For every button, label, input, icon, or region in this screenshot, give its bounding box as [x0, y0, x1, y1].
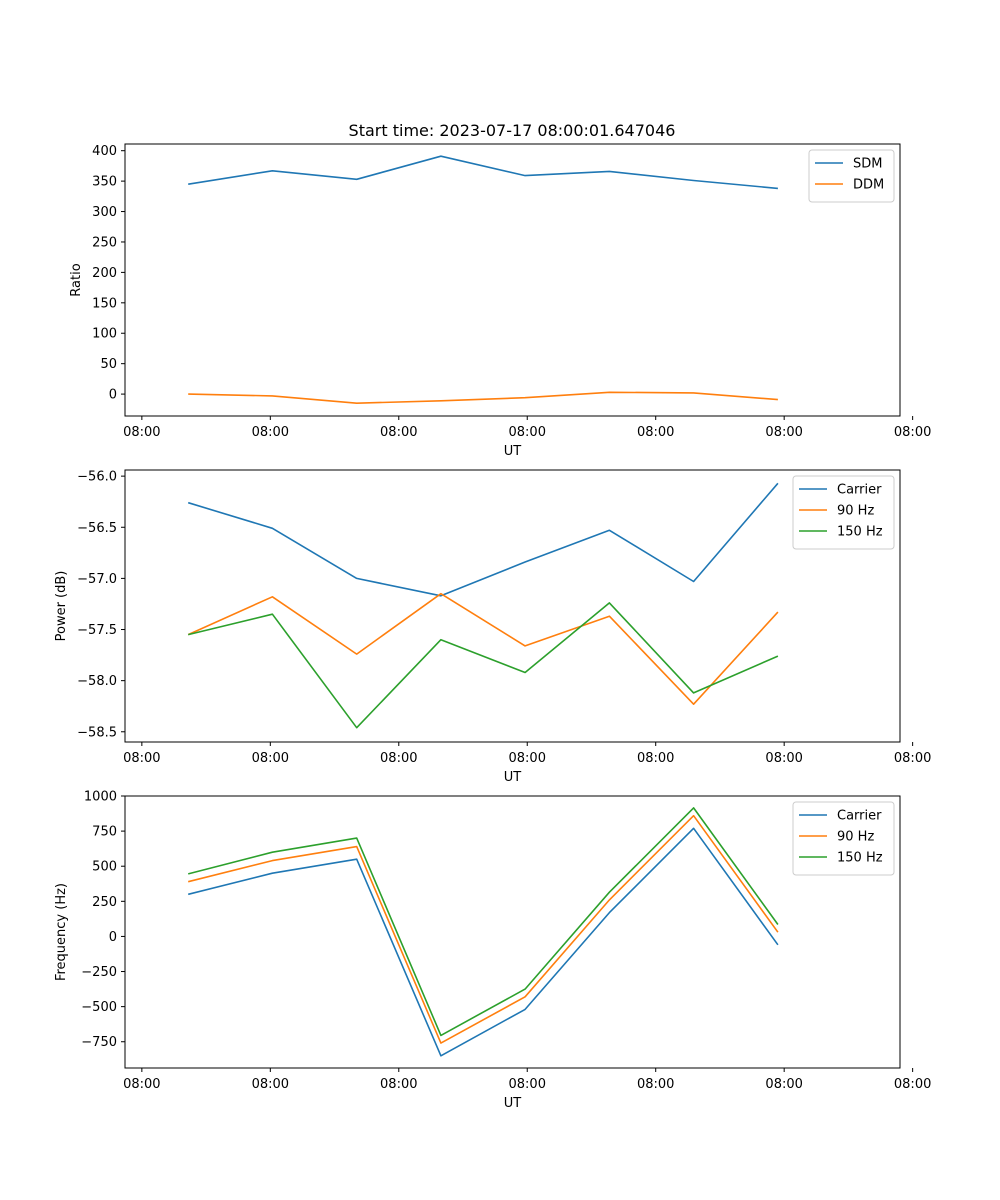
y-tick-label: −750: [81, 1035, 117, 1050]
figure-title: Start time: 2023-07-17 08:00:01.647046: [349, 121, 676, 140]
series-line-90-hz: [187, 592, 779, 706]
y-tick-label: −58.5: [77, 725, 117, 740]
x-tick-label: 08:00: [123, 425, 160, 440]
x-axis-label: UT: [504, 770, 522, 785]
y-axis-label: Power (dB): [54, 571, 69, 642]
y-tick-label: 250: [92, 235, 117, 250]
x-tick-label: 08:00: [637, 425, 674, 440]
chart-panel-power: 08:00 08:00 08:00 08:00 08:00 08:00 08:00 −58.5…: [54, 469, 931, 785]
y-tick-label: −500: [81, 1000, 117, 1015]
legend-label-sdm: SDM: [853, 157, 882, 172]
y-tick-label: 50: [100, 357, 117, 372]
y-tick-label: 1000: [84, 790, 117, 805]
x-tick-label: 08:00: [765, 425, 802, 440]
x-tick-label: 08:00: [252, 1077, 289, 1092]
y-tick-label: −58.0: [77, 674, 117, 689]
legend-label-150-hz: 150 Hz: [837, 851, 883, 866]
y-tick-label: −250: [81, 965, 117, 980]
x-tick-label: 08:00: [637, 1077, 674, 1092]
x-tick-label: 08:00: [894, 425, 931, 440]
x-tick-label: 08:00: [252, 751, 289, 766]
y-tick-label: 400: [92, 144, 117, 159]
legend-label-carrier: Carrier: [837, 483, 882, 498]
y-axis-label: Ratio: [69, 263, 84, 296]
x-axis-label: UT: [504, 444, 522, 459]
series-line-sdm: [188, 155, 778, 190]
y-tick-label: −57.5: [77, 623, 117, 638]
chart-panel-frequency: 08:00 08:00 08:00 08:00 08:00 08:00 08:00 −750 −…: [54, 790, 931, 1112]
legend-label-90-hz: 90 Hz: [837, 830, 874, 845]
x-tick-label: 08:00: [894, 751, 931, 766]
legend: Carrier 90 Hz 150 Hz: [792, 475, 895, 550]
series-line-carrier: [187, 482, 779, 597]
series-line-150-hz: [188, 602, 779, 729]
x-tick-label: 08:00: [509, 425, 546, 440]
series-line-carrier: [188, 827, 779, 1057]
y-tick-label: 100: [92, 327, 117, 342]
chart-panel-ratio: 08:00 08:00 08:00 08:00 08:00 08:00 08:00 0 50 10…: [69, 143, 931, 459]
y-tick-label: 500: [92, 860, 117, 875]
series-line-150-hz: [188, 807, 779, 1037]
legend-label-90-hz: 90 Hz: [837, 504, 874, 519]
legend-label-carrier: Carrier: [837, 809, 882, 824]
x-tick-label: 08:00: [380, 751, 417, 766]
y-tick-label: 250: [92, 895, 117, 910]
legend-label-ddm: DDM: [853, 178, 884, 193]
y-tick-label: 750: [92, 825, 117, 840]
y-tick-label: 0: [109, 388, 117, 403]
y-tick-label: 0: [109, 930, 117, 945]
x-tick-label: 08:00: [123, 751, 160, 766]
y-tick-label: −56.5: [77, 521, 117, 536]
axes-frame: [124, 795, 901, 1069]
y-tick-label: 200: [92, 266, 117, 281]
y-tick-label: 300: [92, 205, 117, 220]
y-tick-label: −57.0: [77, 572, 117, 587]
x-tick-label: 08:00: [123, 1077, 160, 1092]
x-tick-label: 08:00: [380, 1077, 417, 1092]
y-tick-label: 350: [92, 175, 117, 190]
x-tick-label: 08:00: [252, 425, 289, 440]
y-tick-label: 150: [92, 296, 117, 311]
x-tick-label: 08:00: [765, 1077, 802, 1092]
x-tick-label: 08:00: [894, 1077, 931, 1092]
x-tick-label: 08:00: [637, 751, 674, 766]
x-tick-label: 08:00: [509, 1077, 546, 1092]
axes-frame: [124, 143, 901, 417]
x-tick-label: 08:00: [765, 751, 802, 766]
axes-frame: [124, 469, 901, 743]
legend-label-150-hz: 150 Hz: [837, 525, 883, 540]
x-axis-label: UT: [504, 1096, 522, 1111]
legend: SDM DDM: [808, 149, 895, 203]
y-axis-label: Frequency (Hz): [54, 883, 69, 981]
series-line-90-hz: [188, 814, 779, 1044]
x-tick-label: 08:00: [509, 751, 546, 766]
x-tick-label: 08:00: [380, 425, 417, 440]
legend: Carrier 90 Hz 150 Hz: [792, 801, 895, 876]
y-tick-label: −56.0: [77, 470, 117, 485]
series-line-ddm: [188, 391, 778, 405]
